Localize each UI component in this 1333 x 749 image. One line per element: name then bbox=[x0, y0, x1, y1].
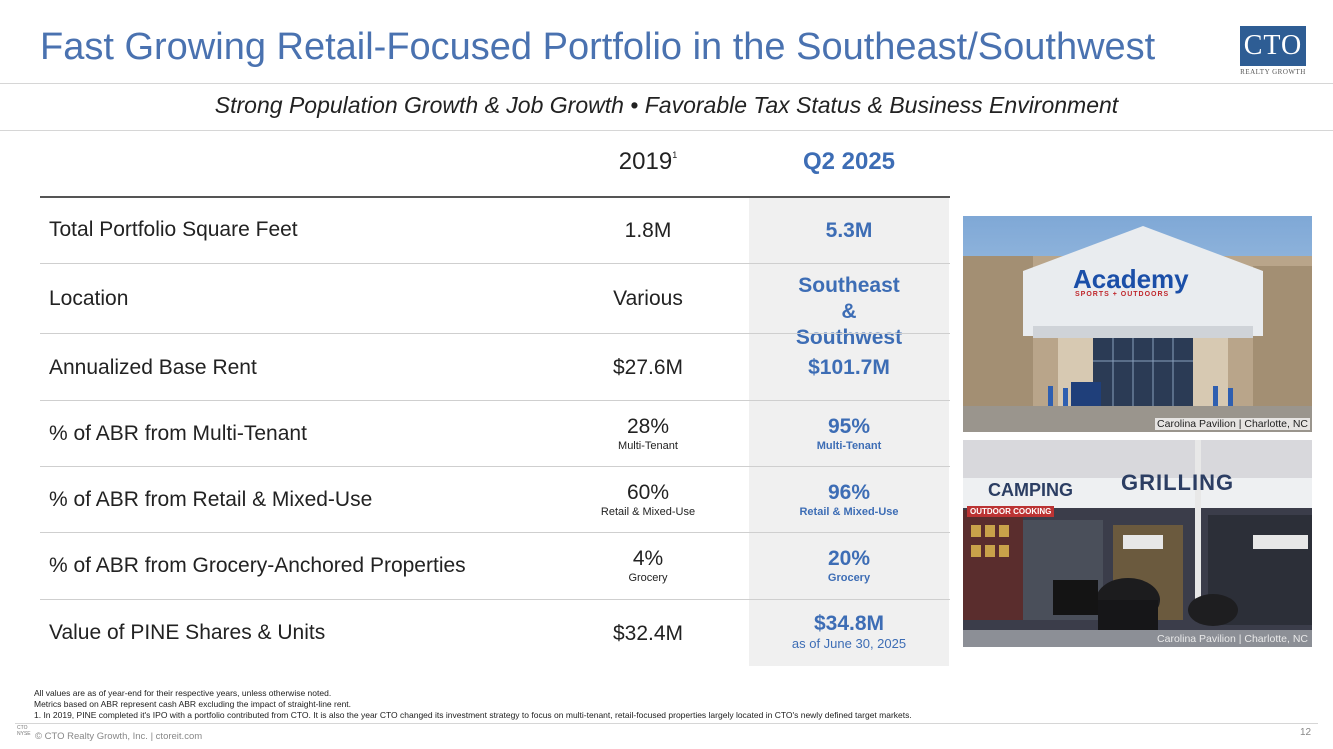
value-2019: $32.4M bbox=[612, 622, 684, 645]
photo-caption: Carolina Pavilion | Charlotte, NC bbox=[1155, 418, 1310, 430]
value-q2-2025: $101.7M bbox=[808, 356, 890, 379]
value-2019: 28% Multi-Tenant bbox=[548, 415, 748, 453]
table-row: Total Portfolio Square Feet 1.8M 5.3M bbox=[40, 198, 950, 263]
row-label: % of ABR from Retail & Mixed-Use bbox=[49, 488, 373, 511]
value-q2-sub: Grocery bbox=[827, 572, 871, 584]
table-row: Annualized Base Rent $27.6M $101.7M bbox=[40, 334, 950, 400]
value-2019: $27.6M bbox=[612, 356, 684, 379]
camping-sign: CAMPING bbox=[988, 480, 1073, 500]
row-divider bbox=[40, 532, 950, 533]
logo-subtext: REALTY GROWTH bbox=[1240, 68, 1306, 76]
column-header-2019: 20191 bbox=[618, 148, 678, 175]
footnote-marker: 1 bbox=[672, 150, 678, 160]
value-q2-2025: 96% Retail & Mixed-Use bbox=[749, 481, 949, 519]
value-2019-sub: Multi-Tenant bbox=[618, 440, 678, 452]
value-2019: 1.8M bbox=[624, 219, 672, 242]
value-2019-sub: Grocery bbox=[628, 572, 668, 584]
table-row: % of ABR from Multi-Tenant 28% Multi-Ten… bbox=[40, 401, 950, 466]
value-q2-2025: 95% Multi-Tenant bbox=[749, 415, 949, 453]
company-logo: CTO REALTY GROWTH bbox=[1240, 26, 1310, 78]
value-2019: Various bbox=[613, 287, 683, 310]
q2-column-highlight bbox=[749, 198, 949, 666]
value-q2-sub: as of June 30, 2025 bbox=[791, 636, 907, 651]
value-q2-2025: 5.3M bbox=[825, 219, 873, 242]
footer-logo: CTO NYSE bbox=[17, 725, 31, 737]
row-label: Annualized Base Rent bbox=[49, 356, 257, 379]
value-2019: 60% Retail & Mixed-Use bbox=[548, 481, 748, 519]
storefront-illustration bbox=[963, 216, 1312, 432]
row-label: % of ABR from Multi-Tenant bbox=[49, 422, 307, 445]
row-label: Value of PINE Shares & Units bbox=[49, 621, 326, 644]
page-subtitle: Strong Population Growth & Job Growth • … bbox=[214, 92, 1119, 118]
footer-divider bbox=[15, 723, 1318, 724]
footnote-line: 1. In 2019, PINE completed it's IPO with… bbox=[34, 710, 912, 720]
table-row: Value of PINE Shares & Units $32.4M $34.… bbox=[40, 600, 950, 666]
table-row: Location Various Southeast & Southwest bbox=[40, 264, 950, 349]
photo-store-interior: CAMPING GRILLING OUTDOOR COOKING Carolin… bbox=[963, 440, 1312, 647]
page-title: Fast Growing Retail-Focused Portfolio in… bbox=[40, 26, 1156, 68]
footnote-line: All values are as of year-end for their … bbox=[34, 688, 332, 698]
value-2019: 4% Grocery bbox=[548, 547, 748, 585]
row-divider bbox=[40, 400, 950, 401]
footer-copyright: © CTO Realty Growth, Inc. | ctoreit.com bbox=[35, 731, 203, 742]
row-divider bbox=[40, 333, 950, 334]
photo-caption: Carolina Pavilion | Charlotte, NC bbox=[1157, 633, 1308, 645]
value-q2-2025: Southeast & Southwest bbox=[795, 274, 903, 349]
page-number: 12 bbox=[1300, 727, 1312, 738]
photo-academy-storefront: Academy SPORTS + OUTDOORS Carolina Pavil… bbox=[963, 216, 1312, 432]
grilling-sign: GRILLING bbox=[1121, 470, 1235, 495]
interior-illustration bbox=[963, 440, 1312, 647]
column-header-q2-2025: Q2 2025 bbox=[802, 148, 896, 175]
value-2019-sub: Retail & Mixed-Use bbox=[600, 506, 696, 518]
table-row: % of ABR from Retail & Mixed-Use 60% Ret… bbox=[40, 467, 950, 532]
table-row: % of ABR from Grocery-Anchored Propertie… bbox=[40, 533, 950, 599]
header-divider bbox=[0, 83, 1333, 84]
academy-sign: Academy bbox=[1073, 264, 1189, 294]
value-q2-sub: Retail & Mixed-Use bbox=[799, 506, 899, 518]
footnote-line: Metrics based on ABR represent cash ABR … bbox=[34, 699, 352, 709]
academy-sign-sub: SPORTS + OUTDOORS bbox=[1075, 291, 1170, 298]
value-q2-2025: 20% Grocery bbox=[749, 547, 949, 585]
logo-mark: CTO bbox=[1240, 26, 1306, 66]
value-q2-sub: Multi-Tenant bbox=[816, 440, 882, 452]
row-label: % of ABR from Grocery-Anchored Propertie… bbox=[49, 554, 466, 577]
value-q2-2025: $34.8M as of June 30, 2025 bbox=[749, 612, 949, 652]
subtitle-divider bbox=[0, 130, 1333, 131]
row-divider bbox=[40, 599, 950, 600]
row-label: Location bbox=[49, 287, 129, 310]
table-header-rule bbox=[40, 196, 950, 198]
outdoor-cooking-sign: OUTDOOR COOKING bbox=[967, 506, 1055, 517]
row-divider bbox=[40, 263, 950, 264]
row-divider bbox=[40, 466, 950, 467]
row-label: Total Portfolio Square Feet bbox=[49, 218, 298, 241]
